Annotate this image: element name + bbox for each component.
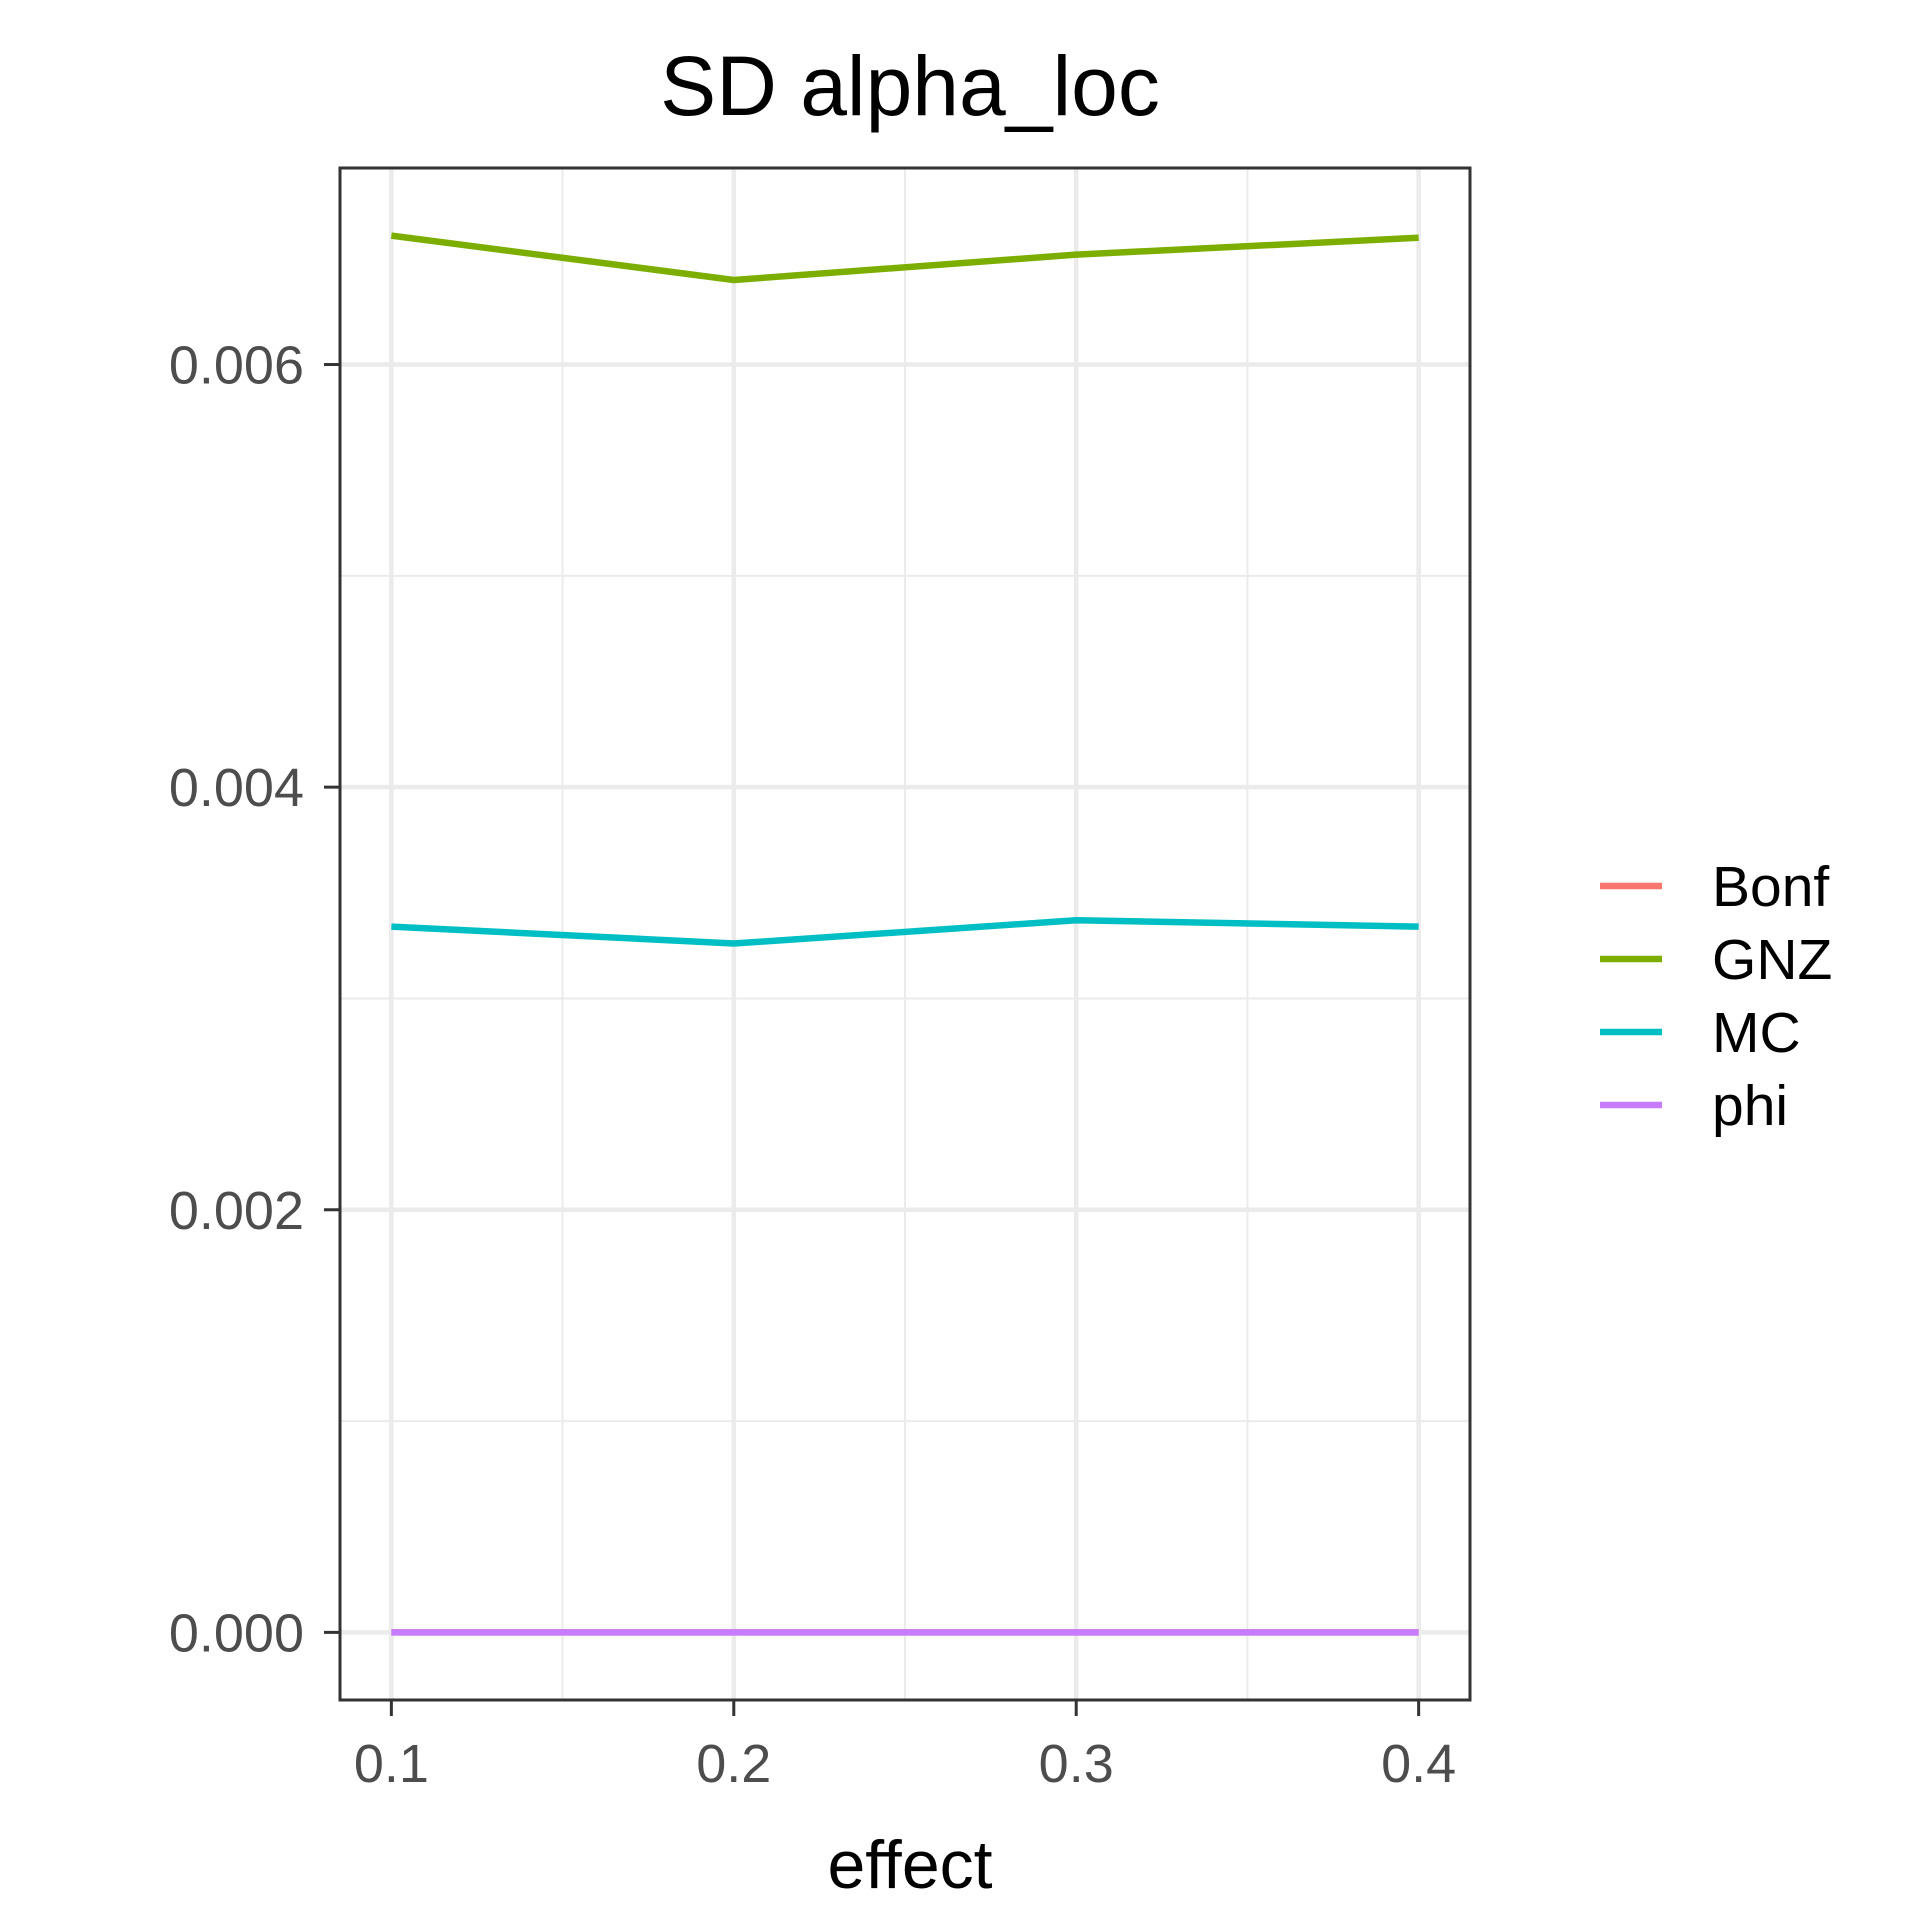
legend-item-mc: MC	[1600, 1001, 1801, 1065]
y-tick-label: 0.006	[169, 336, 304, 396]
legend-item-phi: phi	[1600, 1074, 1788, 1138]
x-tick-label: 0.1	[354, 1734, 429, 1794]
legend-label: Bonf	[1712, 855, 1829, 919]
x-tick-label: 0.3	[1039, 1734, 1114, 1794]
legend-label: phi	[1712, 1074, 1788, 1138]
legend-label: GNZ	[1712, 928, 1832, 992]
x-tick-label: 0.4	[1381, 1734, 1456, 1794]
y-axis-tick-labels: 0.000 0.002 0.004 0.006	[169, 336, 304, 1664]
legend: Bonf GNZ MC phi	[1600, 855, 1832, 1138]
legend-item-gnz: GNZ	[1600, 928, 1832, 992]
legend-item-bonf: Bonf	[1600, 855, 1829, 919]
axis-ticks	[324, 363, 1421, 1716]
panel-border	[338, 166, 1472, 1702]
series-lines	[390, 232, 1419, 1636]
series-line-mc	[391, 917, 1419, 947]
chart-title: SD alpha_loc	[660, 39, 1160, 133]
legend-label: MC	[1712, 1001, 1801, 1065]
x-tick-label: 0.2	[696, 1734, 771, 1794]
y-tick-label: 0.002	[169, 1181, 304, 1241]
x-axis-title: effect	[827, 1827, 992, 1903]
series-line-gnz	[390, 232, 1419, 284]
y-tick-label: 0.004	[169, 758, 304, 818]
y-tick-label: 0.000	[169, 1603, 304, 1663]
x-axis-tick-labels: 0.1 0.2 0.3 0.4	[354, 1734, 1456, 1794]
